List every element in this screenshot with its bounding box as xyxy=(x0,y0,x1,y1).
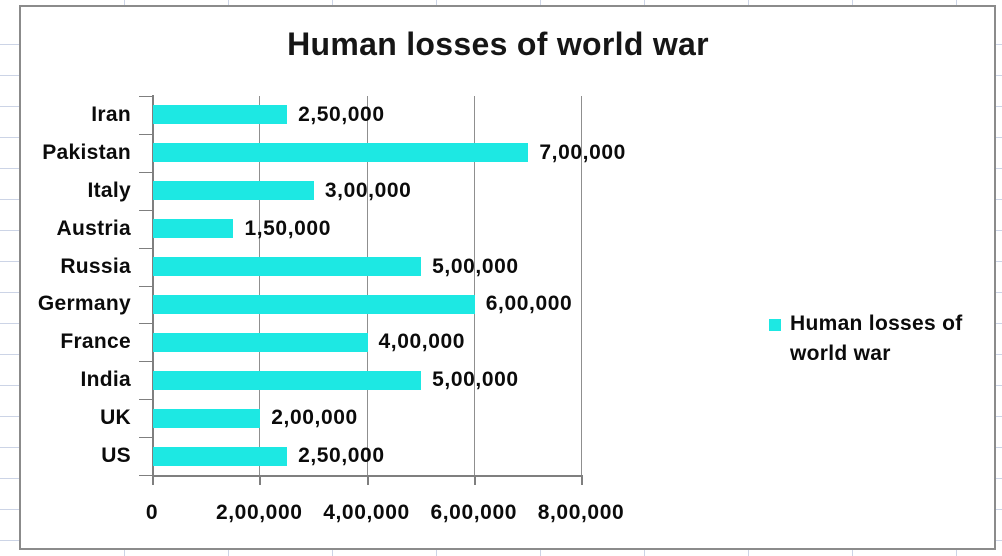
legend-color-swatch xyxy=(769,319,781,331)
bar[interactable] xyxy=(153,257,422,277)
value-label: 2,50,000 xyxy=(298,102,385,126)
value-axis-tick xyxy=(581,475,583,485)
bar[interactable] xyxy=(153,143,529,163)
x-tick-label: 2,00,000 xyxy=(215,501,303,524)
value-label: 5,00,000 xyxy=(432,254,519,278)
value-label: 7,00,000 xyxy=(539,140,626,164)
value-axis-tick xyxy=(152,475,154,485)
x-tick-label: 8,00,000 xyxy=(537,501,625,524)
category-axis-tick xyxy=(139,285,152,287)
category-axis-tick xyxy=(139,323,152,325)
category-axis-tick xyxy=(139,209,152,211)
category-label: US xyxy=(101,444,131,468)
value-label: 6,00,000 xyxy=(485,292,573,316)
legend-label-line1: Human losses of xyxy=(790,312,963,335)
value-gridline xyxy=(366,96,368,475)
value-axis-tick xyxy=(366,475,369,485)
category-label: Germany xyxy=(37,292,131,316)
bar[interactable] xyxy=(153,294,475,314)
category-label: Italy xyxy=(87,178,131,202)
legend-label-line2: world war xyxy=(790,342,891,365)
value-label: 5,00,000 xyxy=(432,368,519,392)
category-axis-tick xyxy=(139,247,152,249)
category-axis-tick xyxy=(139,361,152,363)
bar[interactable] xyxy=(153,370,422,390)
value-gridline xyxy=(581,96,582,475)
bar[interactable] xyxy=(153,332,368,352)
x-tick-label: 0 xyxy=(145,501,159,524)
value-label: 4,00,000 xyxy=(378,330,466,354)
value-label: 2,50,000 xyxy=(298,444,385,468)
category-label: Austria xyxy=(56,216,131,240)
category-label: UK xyxy=(100,406,131,430)
legend-label: Human losses of world war xyxy=(790,309,980,369)
value-label: 2,00,000 xyxy=(271,406,358,430)
category-label: Iran xyxy=(91,102,131,126)
category-label: Russia xyxy=(60,254,131,278)
value-axis-tick xyxy=(473,475,476,485)
category-label: India xyxy=(80,368,131,392)
x-tick-label: 4,00,000 xyxy=(323,501,410,524)
value-gridline xyxy=(259,96,261,475)
chart-title: Human losses of world war xyxy=(287,26,709,62)
x-tick-label: 6,00,000 xyxy=(430,501,518,524)
category-label: France xyxy=(60,330,131,354)
category-axis-tick xyxy=(139,171,152,173)
bar[interactable] xyxy=(153,446,288,466)
value-label: 3,00,000 xyxy=(324,178,412,202)
value-gridline xyxy=(473,96,475,475)
category-label: Pakistan xyxy=(42,140,131,164)
value-label: 1,50,000 xyxy=(244,216,331,240)
category-axis-tick xyxy=(139,96,152,97)
bar-chart[interactable]: Human losses of world war Human losses o… xyxy=(19,5,996,550)
category-axis-tick xyxy=(139,133,152,135)
category-axis-tick xyxy=(139,399,152,401)
category-axis-tick xyxy=(139,437,152,439)
bar[interactable] xyxy=(153,181,314,201)
category-axis xyxy=(152,95,154,476)
value-axis-tick xyxy=(259,475,262,485)
bar[interactable] xyxy=(153,408,261,428)
bar[interactable] xyxy=(153,219,234,239)
category-axis-tick xyxy=(139,475,152,476)
bar[interactable] xyxy=(153,105,288,125)
